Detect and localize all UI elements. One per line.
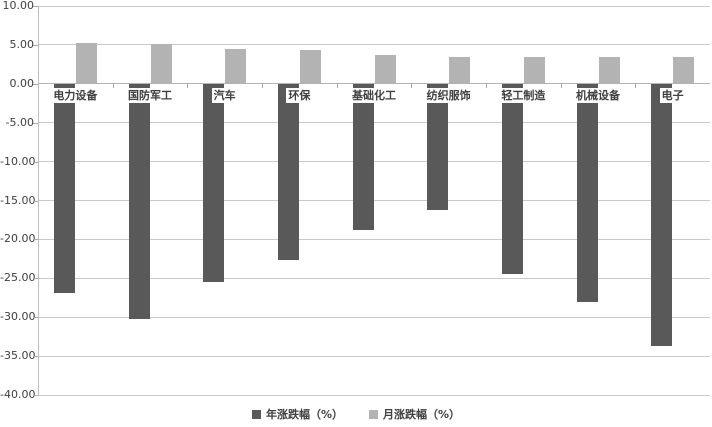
y-axis-tick-label: -35.00 <box>0 349 36 363</box>
bar-year <box>128 83 150 319</box>
bar-year <box>277 83 299 261</box>
category-label: 国防军工 <box>126 87 174 103</box>
y-axis-tick-label: -10.00 <box>0 154 36 168</box>
category-label: 电子 <box>659 87 686 103</box>
gridline <box>38 394 710 396</box>
year-series-swatch-icon <box>251 410 261 419</box>
category-label: 机械设备 <box>574 87 622 103</box>
gridline <box>38 44 710 46</box>
x-axis-tick <box>486 83 487 88</box>
y-axis-tick-label: 10.00 <box>2 0 35 12</box>
gridline <box>38 5 710 7</box>
bar-year <box>651 83 673 346</box>
y-axis-tick <box>33 6 38 7</box>
legend-item-month: 月涨跌幅（%） <box>369 408 460 421</box>
y-axis-tick-label: 5.00 <box>9 37 35 51</box>
gridline <box>38 238 710 240</box>
category-label: 基础化工 <box>350 87 398 103</box>
bar-month <box>299 50 321 84</box>
legend: 年涨跌幅（%） 月涨跌幅（%） <box>0 408 712 421</box>
category-label: 环保 <box>286 87 313 103</box>
bar-month <box>598 56 620 84</box>
y-axis-tick <box>33 317 38 319</box>
y-axis-tick <box>33 44 38 46</box>
legend-item-year: 年涨跌幅（%） <box>251 408 343 421</box>
x-axis-tick <box>411 83 413 88</box>
category-label: 轻工制造 <box>499 87 548 103</box>
y-axis-tick <box>33 200 38 202</box>
x-axis-tick <box>635 83 637 88</box>
x-axis-tick <box>187 83 189 88</box>
y-axis-tick-label: -20.00 <box>0 232 36 246</box>
gridline <box>38 200 710 201</box>
y-axis-tick <box>33 395 38 396</box>
y-axis-tick <box>33 161 38 163</box>
gridline <box>38 161 710 163</box>
y-axis-tick-label: -40.00 <box>0 388 36 401</box>
category-label: 电力设备 <box>51 87 100 103</box>
legend-label-month: 月涨跌幅（%） <box>383 408 461 421</box>
legend-label-year: 年涨跌幅（%） <box>265 408 343 421</box>
bar-year <box>576 83 598 303</box>
category-label: 汽车 <box>211 87 238 103</box>
bar-month <box>449 56 471 84</box>
bar-month <box>75 43 97 84</box>
y-axis-tick <box>33 83 38 85</box>
y-axis-tick <box>33 122 38 124</box>
bar-year <box>427 83 449 210</box>
gridline <box>38 277 710 279</box>
gridline <box>38 316 710 318</box>
y-axis-tick <box>33 356 38 358</box>
category-label: 纺织服饰 <box>424 87 473 103</box>
bar-month <box>150 44 172 84</box>
bar-year <box>203 83 225 283</box>
y-axis-tick <box>33 239 38 241</box>
bar-month <box>673 57 695 84</box>
gridline <box>38 122 710 124</box>
bar-year <box>501 83 523 274</box>
x-axis-tick <box>262 83 263 88</box>
month-series-swatch-icon <box>369 410 378 419</box>
y-axis-tick-label: -25.00 <box>0 271 36 285</box>
x-axis-tick <box>336 83 338 88</box>
y-axis-tick <box>33 278 38 280</box>
bar-month <box>225 48 247 84</box>
x-axis-tick <box>112 83 114 88</box>
gridline <box>38 355 710 357</box>
y-axis-tick-label: -15.00 <box>0 193 36 207</box>
bar-month <box>374 55 396 84</box>
bar-year <box>352 83 374 231</box>
bar-year <box>53 83 75 294</box>
y-axis-line <box>38 6 39 395</box>
y-axis-tick-label: -5.00 <box>5 115 34 129</box>
x-axis-tick <box>560 83 562 88</box>
bar-month <box>523 56 545 84</box>
y-axis-tick-label: -30.00 <box>0 310 36 324</box>
gridline <box>38 83 710 85</box>
y-axis-tick-label: 0.00 <box>9 76 35 90</box>
